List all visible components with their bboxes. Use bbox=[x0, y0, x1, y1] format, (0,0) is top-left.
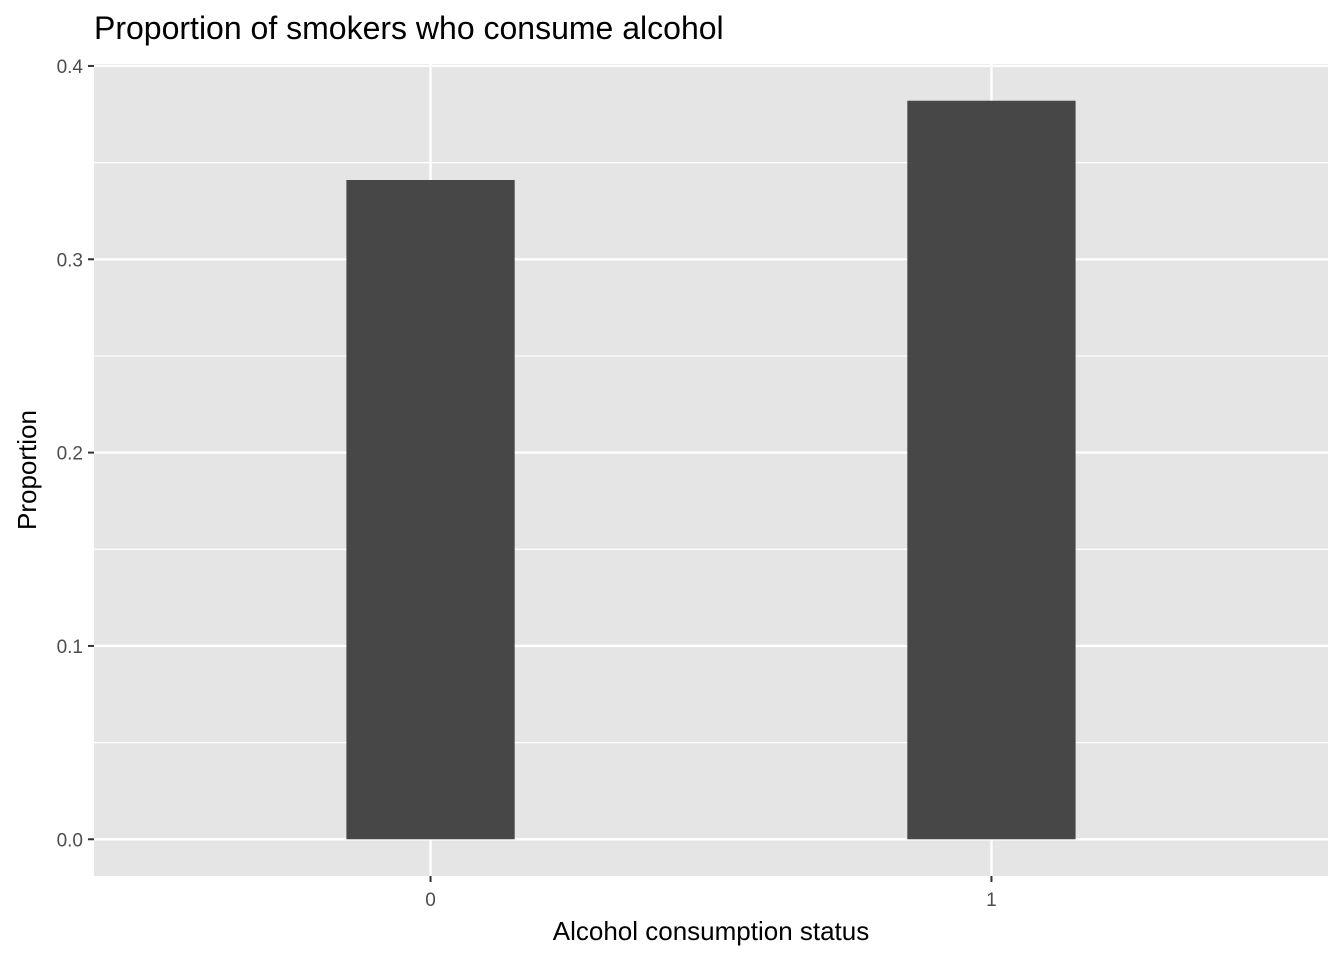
bar-1 bbox=[907, 100, 1076, 840]
x-axis-title: Alcohol consumption status bbox=[553, 916, 870, 946]
bars bbox=[346, 100, 1076, 840]
chart-title: Proportion of smokers who consume alcoho… bbox=[94, 10, 724, 46]
y-tick-label: 0.3 bbox=[57, 250, 83, 271]
x-tick-label: 1 bbox=[986, 890, 997, 911]
y-tick-label: 0.4 bbox=[57, 57, 84, 78]
y-tick-label: 0.0 bbox=[57, 830, 83, 851]
bar-0 bbox=[346, 180, 515, 840]
y-tick-label: 0.1 bbox=[57, 637, 83, 658]
y-axis-ticks: 0.0 0.1 0.2 0.3 0.4 bbox=[57, 57, 94, 851]
plot-panel bbox=[94, 64, 1328, 876]
y-axis-title: Proportion bbox=[12, 410, 42, 530]
x-tick-label: 0 bbox=[425, 890, 436, 911]
grid-minor bbox=[94, 162, 1328, 744]
y-tick-label: 0.2 bbox=[57, 444, 83, 465]
